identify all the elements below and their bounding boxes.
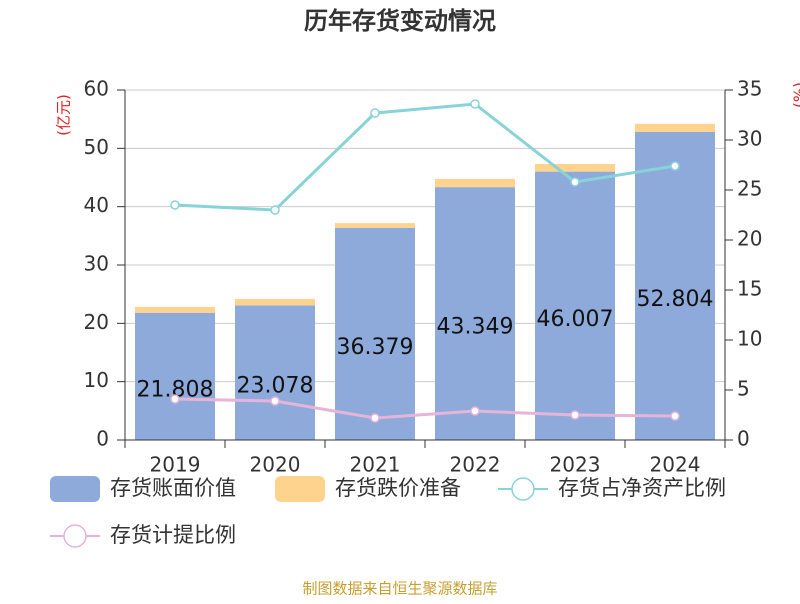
y-tick-label: 50 [84,135,109,159]
bar-value-label: 46.007 [537,307,614,332]
line-point [571,411,579,419]
legend-swatch [64,525,86,547]
bar-value-label: 43.349 [437,315,514,340]
bar [235,305,315,440]
bar [235,299,315,305]
y-tick-label: 30 [84,252,109,276]
bar [435,187,515,440]
x-tick-label: 2024 [650,453,701,477]
y2-tick-label: 0 [737,427,750,451]
y-tick-label: 20 [84,310,109,334]
line-point [471,407,479,415]
y-axis-label: (亿元) [55,94,73,136]
y2-tick-label: 5 [737,377,750,401]
bar [335,228,415,440]
line-point [171,395,179,403]
line-point [671,412,679,420]
line-point [271,206,279,214]
legend-label: 存货账面价值 [110,476,236,500]
y-tick-label: 40 [84,193,109,217]
line-point [471,100,479,108]
bar [635,124,715,132]
x-tick-label: 2023 [550,453,601,477]
line-point [271,397,279,405]
x-tick-label: 2019 [150,453,201,477]
y-tick-label: 10 [84,368,109,392]
line-point [171,201,179,209]
y-tick-label: 60 [84,77,109,101]
legend-label: 存货计提比例 [110,523,236,547]
bar [135,307,215,313]
bar-value-label: 52.804 [637,287,714,312]
bar [335,223,415,228]
bar [635,132,715,440]
x-tick-label: 2022 [450,453,501,477]
legend-swatch [50,476,100,502]
bar [535,172,615,440]
bar [435,179,515,187]
x-tick-label: 2021 [350,453,401,477]
y-tick-label: 0 [96,427,109,451]
bar-value-label: 36.379 [337,335,414,360]
legend-swatch [275,476,325,502]
y2-tick-label: 20 [737,227,762,251]
y2-tick-label: 25 [737,177,762,201]
y2-tick-label: 15 [737,277,762,301]
bar-value-label: 23.078 [237,374,314,399]
legend-label: 存货跌价准备 [335,476,461,500]
legend-label: 存货占净资产比例 [558,476,726,500]
x-tick-label: 2020 [250,453,301,477]
source-note: 制图数据来自恒生聚源数据库 [302,580,497,598]
line-point [371,414,379,422]
line-point [671,162,679,170]
y2-tick-label: 10 [737,327,762,351]
line-point [571,178,579,186]
chart-title: 历年存货变动情况 [304,7,496,35]
y2-tick-label: 30 [737,127,762,151]
legend-swatch [512,478,534,500]
bar [535,164,615,172]
y2-axis-label: (%) [791,82,800,108]
line-point [371,109,379,117]
y2-tick-label: 35 [737,77,762,101]
bar [135,313,215,440]
